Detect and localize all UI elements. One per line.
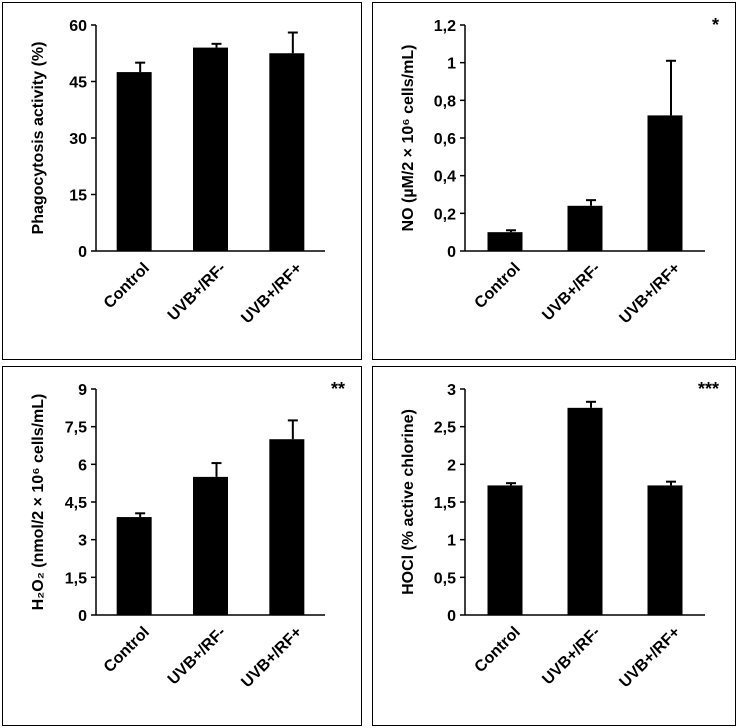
chart1-category-label-1: UVB+/RF- [539, 260, 604, 325]
chart2-y-tick-label: 1,5 [65, 570, 87, 587]
chart0-y-tick-label: 60 [69, 18, 87, 35]
chart-phagocytosis: 0 15 30 45 60 Phagocytosis activity (%) Contro… [30, 18, 325, 327]
chart-hocl: 0 0,5 1 1,5 2 2,5 3 HOCl (% active chlorine) Con… [400, 379, 719, 691]
chart3-category-label-1: UVB+/RF- [539, 624, 604, 689]
chart3-y-tick-label: 2 [447, 457, 456, 474]
chart1-significance-annotation: * [712, 15, 719, 35]
chart-h2o2: 0 1,5 3 4,5 6 7,5 9 H₂O₂ (nmol/2 × 10⁶ cells/mL… [30, 379, 345, 691]
chart1-y-tick-label: 0,6 [434, 131, 456, 148]
chart3-bar-2 [647, 485, 683, 615]
chart0-y-tick-label: 15 [69, 188, 87, 205]
chart2-y-tick-label: 9 [78, 382, 87, 399]
chart0-y-tick-label: 0 [78, 244, 87, 261]
chart0-y-tick-label: 45 [69, 75, 87, 92]
chart2-y-tick-label: 0 [78, 608, 87, 625]
chart1-y-tick-label: 0,4 [434, 169, 456, 186]
chart2-category-label-2: UVB+/RF+ [238, 624, 305, 691]
chart0-y-axis-title: Phagocytosis activity (%) [30, 42, 47, 235]
chart0-bar-1 [193, 47, 228, 251]
chart1-bar-0 [487, 232, 523, 251]
chart3-y-tick-label: 0 [447, 608, 456, 625]
chart3-bar-1 [567, 407, 603, 615]
chart1-category-label-0: Control [472, 260, 524, 312]
chart3-significance-annotation: *** [698, 379, 719, 399]
chart2-y-axis-title: H₂O₂ (nmol/2 × 10⁶ cells/mL) [30, 394, 47, 611]
chart2-bar-0 [116, 517, 152, 615]
chart3-y-tick-label: 0,5 [434, 570, 456, 587]
panel-hocl: 0 0,5 1 1,5 2 2,5 3 HOCl (% active chlorine) Con… [372, 366, 736, 726]
chart3-y-tick-label: 1,5 [434, 495, 456, 512]
chart0-y-tick-label: 30 [69, 131, 87, 148]
chart1-y-tick-label: 1,2 [434, 18, 456, 35]
chart2-y-tick-label: 4,5 [65, 495, 87, 512]
chart1-y-tick-label: 0 [447, 244, 456, 261]
chart0-bar-0 [116, 72, 152, 251]
chart0-bar-2 [269, 53, 305, 251]
chart2-bar-1 [193, 476, 228, 615]
chart1-bar-2 [647, 115, 683, 252]
chart2-bar-2 [269, 439, 305, 615]
chart3-y-tick-label: 3 [447, 382, 456, 399]
chart0-category-label-0: Control [101, 260, 153, 312]
chart3-y-tick-label: 1 [447, 533, 456, 550]
chart2-y-tick-label: 6 [78, 457, 87, 474]
chart2-category-label-0: Control [101, 624, 153, 676]
chart1-y-tick-label: 1 [447, 56, 456, 73]
chart1-category-label-2: UVB+/RF+ [616, 260, 683, 327]
chart1-y-tick-label: 0,8 [434, 93, 456, 110]
chart3-category-label-0: Control [472, 624, 524, 676]
chart1-y-axis-title: NO (µM/2 × 10⁶ cells/mL) [400, 45, 417, 232]
chart2-y-tick-label: 7,5 [65, 420, 87, 437]
chart0-category-label-1: UVB+/RF- [165, 260, 230, 325]
chart3-y-tick-label: 2,5 [434, 420, 456, 437]
panel-h2o2: 0 1,5 3 4,5 6 7,5 9 H₂O₂ (nmol/2 × 10⁶ cells/mL… [2, 366, 362, 726]
chart2-y-tick-label: 3 [78, 533, 87, 550]
chart3-bar-0 [487, 485, 523, 615]
chart-no: 0 0,2 0,4 0,6 0,8 1 1,2 NO (µM/2 × 10⁶ cells/mL… [400, 15, 719, 327]
panel-phagocytosis: 0 15 30 45 60 Phagocytosis activity (%) Contro… [2, 2, 362, 360]
chart0-category-label-2: UVB+/RF+ [238, 260, 305, 327]
chart2-category-label-1: UVB+/RF- [165, 624, 230, 689]
chart3-category-label-2: UVB+/RF+ [616, 624, 683, 691]
panel-no: 0 0,2 0,4 0,6 0,8 1 1,2 NO (µM/2 × 10⁶ cells/mL… [372, 2, 736, 360]
chart1-bar-1 [567, 205, 603, 251]
chart1-y-tick-label: 0,2 [434, 206, 456, 223]
chart3-y-axis-title: HOCl (% active chlorine) [400, 409, 417, 595]
chart2-significance-annotation: ** [331, 379, 345, 399]
